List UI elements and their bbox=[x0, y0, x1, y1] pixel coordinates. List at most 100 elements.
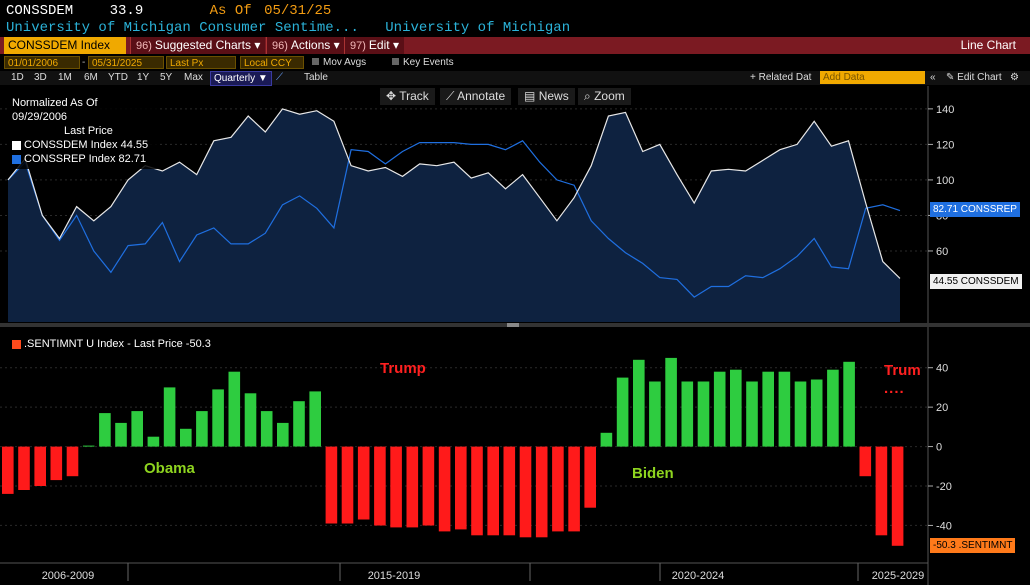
sentiment-bar bbox=[196, 411, 208, 447]
sentiment-bar bbox=[681, 381, 694, 447]
sentiment-bar bbox=[293, 401, 305, 447]
crosshair-icon: ✥ bbox=[386, 89, 397, 103]
sentiment-bar bbox=[843, 361, 855, 447]
actions-button[interactable]: 96) Actions ▾ bbox=[266, 37, 345, 54]
chart-canvas: 6080100120140-40-20020402006-20092015-20… bbox=[0, 86, 954, 585]
sentiment-bar bbox=[649, 381, 661, 447]
top-tick-label: 100 bbox=[936, 175, 954, 187]
sentiment-bar bbox=[552, 446, 564, 532]
x-tick-label: 2015-2019 bbox=[368, 570, 421, 582]
news-icon: ▤ bbox=[524, 89, 536, 103]
sentiment-bar bbox=[260, 411, 273, 447]
edit-chart-button[interactable]: ✎ Edit Chart bbox=[946, 71, 1002, 84]
sentiment-bar bbox=[616, 377, 629, 447]
annotation-trump-2-dots: .... bbox=[884, 380, 905, 397]
suggested-charts-button[interactable]: 96) Suggested Charts ▾ bbox=[130, 37, 266, 54]
x-tick-label: 2025-2029 bbox=[872, 570, 925, 582]
series-line-conssrep bbox=[7, 140, 901, 298]
key-events-label: Key Events bbox=[403, 57, 454, 68]
suggested-label: Suggested Charts bbox=[154, 38, 251, 52]
sentiment-bar bbox=[503, 446, 516, 536]
price-field-select[interactable]: Last Px bbox=[166, 56, 236, 69]
period-1m[interactable]: 1M bbox=[58, 72, 72, 83]
key-events-toggle[interactable]: Key Events bbox=[392, 56, 454, 69]
add-data-input[interactable]: Add Data bbox=[820, 71, 925, 84]
start-date-field[interactable]: 01/01/2006 bbox=[4, 56, 80, 69]
legend-rep-label: CONSSREP Index 82.71 bbox=[24, 153, 147, 165]
sentiment-bar bbox=[180, 428, 192, 447]
legend-item-dem[interactable]: CONSSDEM Index 44.55 bbox=[12, 138, 154, 152]
top-tick-label: 60 bbox=[936, 246, 948, 258]
sentiment-bar bbox=[455, 446, 467, 530]
sentiment-bar bbox=[519, 446, 532, 538]
date-separator: - bbox=[82, 57, 86, 68]
dem-area bbox=[8, 108, 900, 323]
chevron-down-icon: ▾ bbox=[392, 38, 399, 52]
source-name: University of Michigan bbox=[385, 20, 571, 36]
legend-dem-label: CONSSDEM Index 44.55 bbox=[24, 139, 149, 151]
tool-annotate[interactable]: ⟋ Annotate bbox=[440, 88, 512, 105]
swatch-icon bbox=[12, 140, 21, 150]
edit-button[interactable]: 97) Edit ▾ bbox=[344, 37, 404, 54]
gear-icon[interactable]: ⚙ bbox=[1010, 72, 1019, 83]
sentiment-bar bbox=[212, 389, 224, 447]
frequency-label: Quarterly bbox=[214, 73, 256, 84]
frequency-select[interactable]: Quarterly ▼ bbox=[210, 71, 272, 86]
tool-news[interactable]: ▤ News bbox=[518, 88, 575, 105]
bottom-tick-label: -20 bbox=[936, 481, 952, 493]
sentiment-bar bbox=[713, 371, 726, 447]
top-tick-label: 120 bbox=[936, 139, 954, 151]
sentiment-bar bbox=[50, 446, 63, 481]
series-line-conssdem bbox=[7, 108, 901, 279]
tag-dem: 44.55 CONSSDEM bbox=[930, 274, 1022, 289]
annotation-obama: Obama bbox=[144, 460, 195, 477]
swatch-icon bbox=[12, 339, 21, 349]
related-data-button[interactable]: + Related Dat bbox=[750, 72, 812, 83]
sentiment-bar bbox=[891, 446, 904, 546]
collapse-icon[interactable]: « bbox=[930, 72, 936, 83]
search-icon: ⌕ bbox=[584, 89, 591, 103]
checkbox-icon bbox=[312, 58, 319, 65]
sentiment-bar bbox=[568, 446, 580, 532]
sentiment-bar bbox=[325, 446, 338, 524]
command-bar: CONSSDEM Index 96) Suggested Charts ▾ 96)… bbox=[0, 37, 1030, 54]
tool-zoom[interactable]: ⌕ Zoom bbox=[578, 88, 631, 105]
period-3d[interactable]: 3D bbox=[34, 72, 47, 83]
ticker-field[interactable]: CONSSDEM Index bbox=[4, 37, 126, 54]
period-5y[interactable]: 5Y bbox=[160, 72, 173, 83]
annotation-trump: Trump bbox=[380, 360, 426, 377]
period-ytd[interactable]: YTD bbox=[108, 72, 128, 83]
sentiment-bar bbox=[115, 422, 127, 447]
end-date-field[interactable]: 05/31/2025 bbox=[88, 56, 164, 69]
period-max[interactable]: Max bbox=[184, 72, 203, 83]
pencil-icon: ✎ bbox=[946, 72, 955, 83]
x-tick-label: 2006-2009 bbox=[42, 570, 95, 582]
chevron-down-icon: ▾ bbox=[333, 38, 340, 52]
top-tick-label: 140 bbox=[936, 104, 954, 116]
last-price-label: Last Price bbox=[64, 125, 113, 137]
bottom-tick-label: 40 bbox=[936, 363, 948, 375]
tool-track[interactable]: ✥ Track bbox=[380, 88, 435, 105]
panel-divider[interactable] bbox=[0, 323, 1030, 327]
annotation-biden: Biden bbox=[632, 465, 674, 482]
legend-item-rep[interactable]: CONSSREP Index 82.71 bbox=[12, 152, 154, 166]
sentiment-bar bbox=[99, 413, 111, 447]
sentiment-bar bbox=[147, 436, 160, 447]
sentiment-bar bbox=[18, 446, 30, 490]
sentiment-bar bbox=[228, 371, 241, 447]
drag-handle[interactable] bbox=[507, 323, 519, 327]
last-value: 33.9 bbox=[109, 3, 144, 19]
sentiment-bar bbox=[762, 371, 774, 447]
chart-style-icon[interactable]: ⟋ bbox=[276, 72, 283, 83]
sentiment-bar bbox=[390, 446, 402, 528]
chart-type-label[interactable]: Line Chart bbox=[960, 38, 1016, 52]
mov-avgs-toggle[interactable]: Mov Avgs bbox=[312, 56, 366, 69]
sentiment-bar bbox=[2, 446, 14, 494]
table-button[interactable]: Table bbox=[304, 72, 328, 83]
period-1d[interactable]: 1D bbox=[11, 72, 24, 83]
period-6m[interactable]: 6M bbox=[84, 72, 98, 83]
period-1y[interactable]: 1Y bbox=[137, 72, 150, 83]
currency-select[interactable]: Local CCY bbox=[240, 56, 304, 69]
annotation-trump-2: Trum bbox=[884, 362, 921, 379]
bottom-legend[interactable]: .SENTIMNT U Index - Last Price -50.3 bbox=[12, 338, 211, 350]
